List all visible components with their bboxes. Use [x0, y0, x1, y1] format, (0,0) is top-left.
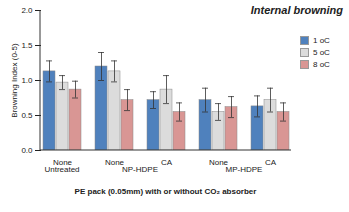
svg-text:Browning Index (0-5): Browning Index (0-5): [10, 43, 19, 118]
html-text:Untreated: Untreated: [44, 165, 80, 174]
html-text:NP-HDPE: NP-HDPE: [122, 165, 158, 174]
html-text:8 oC: 8 oC: [313, 60, 330, 69]
svg-text:None: None: [52, 158, 73, 168]
svg-text:0.0: 0.0: [21, 146, 33, 155]
svg-text:CA: CA: [161, 158, 173, 167]
html-text:MP-HDPE: MP-HDPE: [225, 165, 263, 174]
svg-text:None: None: [208, 158, 229, 168]
svg-text:CA: CA: [265, 158, 277, 167]
html-text:PE pack (0.05mm) with or witho: PE pack (0.05mm) with or without CO₂ abs…: [74, 187, 257, 196]
html-text:5 oC: 5 oC: [313, 48, 330, 57]
svg-text:1.0: 1.0: [21, 76, 33, 85]
svg-text:2.0: 2.0: [21, 6, 33, 15]
html-text:Internal browning: Internal browning: [250, 4, 343, 16]
svg-text:1.5: 1.5: [21, 41, 33, 50]
svg-text:0.5: 0.5: [21, 111, 33, 120]
html-text:1 oC: 1 oC: [313, 36, 330, 45]
svg-text:None: None: [105, 158, 125, 167]
